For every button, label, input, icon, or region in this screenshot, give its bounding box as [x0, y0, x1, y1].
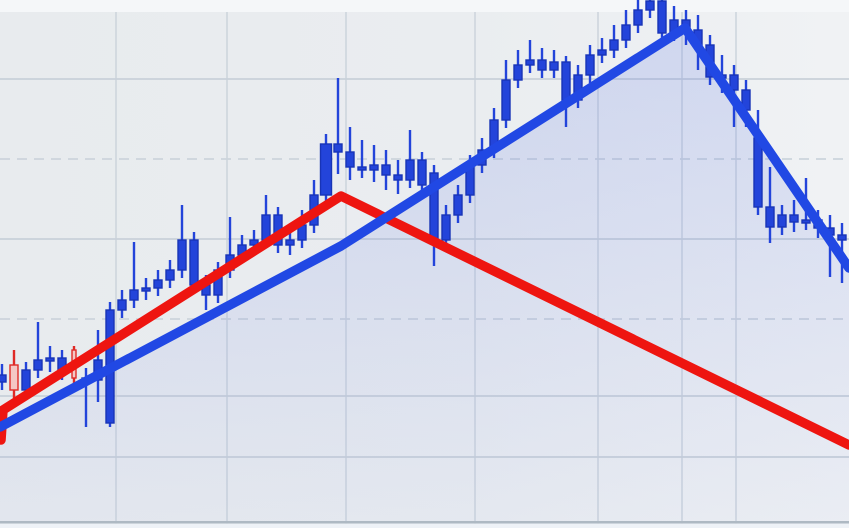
candle [333, 78, 343, 174]
candle [357, 140, 367, 178]
blue-trend-line [0, 23, 849, 432]
candle [177, 205, 187, 278]
candle [609, 25, 619, 58]
candle [165, 260, 175, 288]
candle [0, 364, 7, 390]
candle [765, 167, 775, 243]
candle [525, 40, 535, 73]
candle [393, 160, 403, 194]
candle [129, 242, 139, 308]
below-axis-band [0, 523, 849, 528]
candle [45, 346, 55, 372]
candle [285, 230, 295, 255]
candle [789, 200, 799, 232]
candle [405, 130, 415, 188]
candle [381, 150, 391, 190]
candle [9, 350, 19, 398]
candle [621, 10, 631, 48]
candle [501, 60, 511, 128]
candle [657, 0, 667, 41]
top-margin-band [0, 0, 849, 12]
candle [319, 134, 333, 203]
candle [153, 270, 163, 296]
candle [549, 50, 559, 78]
candle [369, 145, 379, 182]
candle [585, 45, 595, 83]
candle [537, 48, 547, 78]
candle [33, 322, 43, 378]
axis-baseline [0, 521, 849, 524]
candle [117, 290, 127, 318]
candle [141, 278, 151, 300]
candle [513, 50, 523, 88]
candle [777, 205, 787, 235]
area-fill [0, 28, 849, 522]
candle [597, 38, 607, 63]
candle [645, 0, 655, 18]
candle [345, 127, 355, 180]
candle [633, 0, 643, 33]
candle [453, 185, 463, 223]
